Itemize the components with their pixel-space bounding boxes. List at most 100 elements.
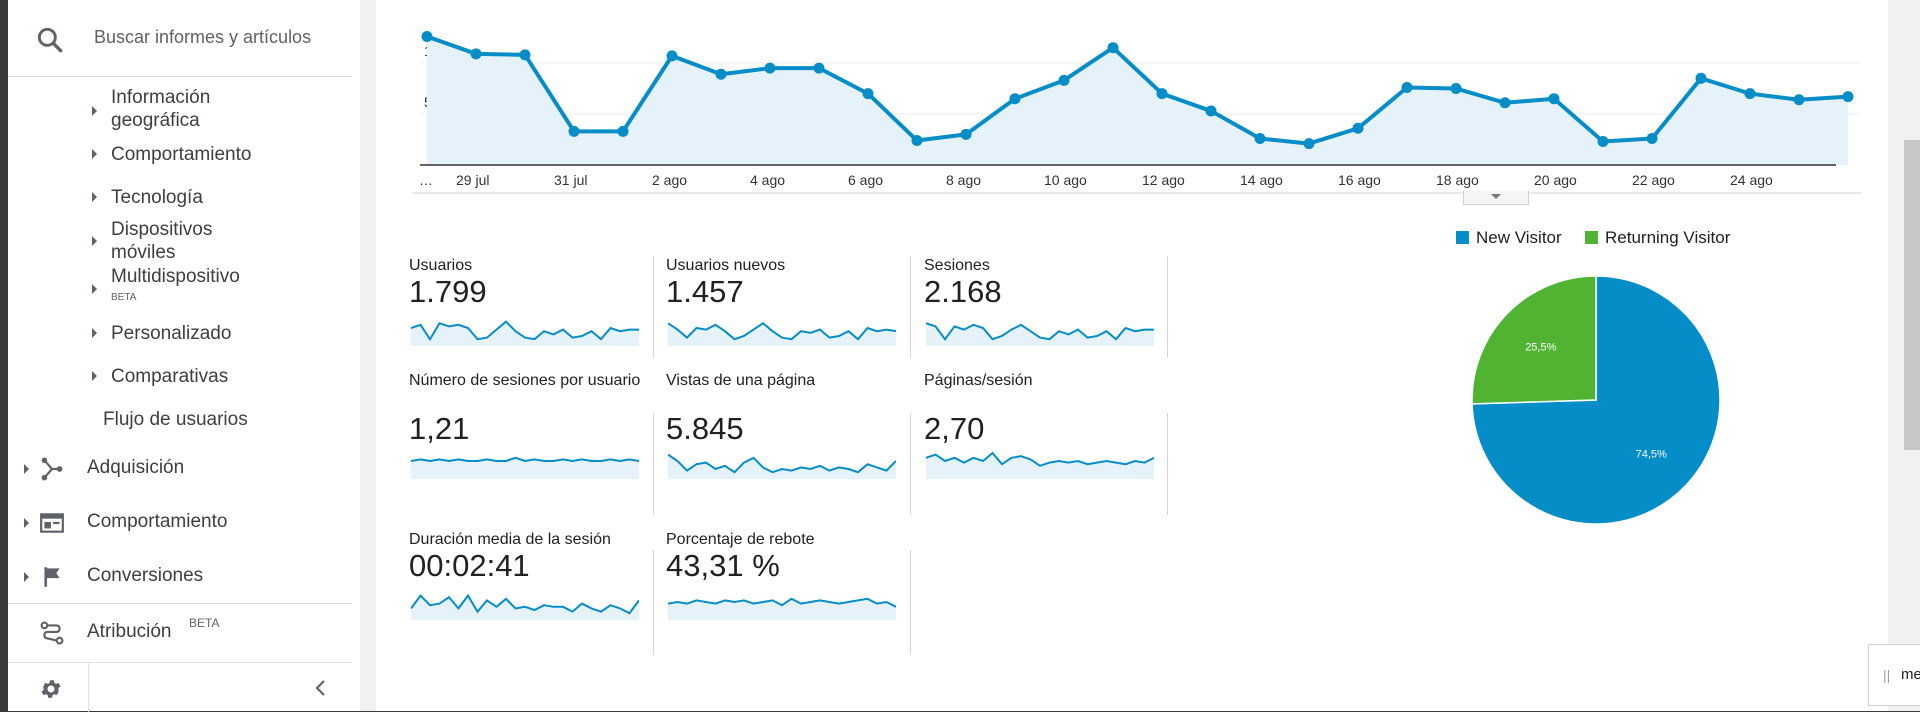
data-point[interactable]	[1842, 91, 1854, 103]
sparkline-area	[668, 323, 896, 346]
data-point[interactable]	[1254, 132, 1266, 144]
data-point[interactable]	[470, 48, 482, 60]
metric-label: Usuarios	[409, 257, 473, 274]
data-point[interactable]	[1156, 88, 1168, 100]
metric-label: Páginas/sesión	[924, 372, 1033, 389]
expand-arrow-icon	[24, 518, 29, 528]
data-point[interactable]	[1695, 72, 1707, 84]
chart-expand-toggle[interactable]	[1463, 191, 1529, 205]
metric-separator	[910, 550, 911, 655]
x-tick-label: 31 jul	[554, 172, 587, 188]
divider	[8, 603, 352, 604]
data-point[interactable]	[1058, 74, 1070, 86]
data-point[interactable]	[1107, 42, 1119, 54]
expand-arrow-icon	[24, 464, 29, 474]
expand-arrow-icon	[92, 192, 97, 202]
data-point[interactable]	[1499, 97, 1511, 109]
x-tick-label: 24 ago	[1730, 172, 1773, 188]
sidebar-item-label: Atribución	[87, 621, 172, 642]
data-point[interactable]	[1352, 122, 1364, 134]
metric-label: Duración media de la sesión	[409, 531, 611, 548]
data-point[interactable]	[764, 62, 776, 74]
drag-handle-icon[interactable]: ||	[1883, 667, 1891, 683]
data-point[interactable]	[1205, 105, 1217, 117]
sidebar-item-behavior[interactable]: Comportamiento	[8, 498, 352, 548]
floating-panel[interactable]: || me	[1868, 644, 1920, 706]
data-point[interactable]	[568, 125, 580, 137]
metric-sparkline	[668, 453, 896, 479]
metric-card[interactable]: Sesiones 2.168	[924, 256, 1181, 376]
data-point[interactable]	[862, 88, 874, 100]
x-tick-label: 18 ago	[1436, 172, 1479, 188]
metric-sparkline	[411, 593, 639, 620]
metric-card[interactable]: Páginas/sesión 2,70	[924, 371, 1181, 491]
expand-arrow-icon	[92, 371, 97, 381]
data-point[interactable]	[421, 30, 433, 42]
metric-separator	[653, 550, 654, 655]
metric-sparkline	[926, 322, 1154, 346]
sidebar-item-acquisition[interactable]: Adquisición	[8, 444, 352, 494]
metric-card[interactable]: Duración media de la sesión 00:02:41	[409, 530, 666, 650]
pie-slice[interactable]	[1471, 275, 1597, 405]
metric-card[interactable]: Usuarios 1.799	[409, 256, 666, 376]
gear-icon[interactable]	[39, 677, 63, 701]
scrollbar-thumb[interactable]	[1904, 140, 1920, 450]
sidebar-item-conversions[interactable]: Conversiones	[8, 552, 352, 602]
search-icon[interactable]	[34, 24, 66, 56]
x-tick-label: 14 ago	[1240, 172, 1283, 188]
data-point[interactable]	[519, 49, 531, 61]
data-point[interactable]	[1401, 81, 1413, 93]
sidebar-item-users-flow[interactable]: Flujo de usuarios	[103, 409, 248, 430]
data-point[interactable]	[1450, 83, 1462, 94]
sidebar-item-attribution[interactable]: Atribución BETA	[8, 608, 352, 658]
legend-label: Returning Visitor	[1605, 228, 1731, 247]
data-point[interactable]	[1646, 132, 1658, 144]
metric-card[interactable]: Número de sesiones por usuario 1,21	[409, 371, 666, 491]
expand-arrow-icon	[92, 106, 97, 116]
x-tick-label: 6 ago	[848, 172, 883, 188]
x-tick-label: 12 ago	[1142, 172, 1185, 188]
legend-new-visitor: New Visitor	[1456, 228, 1562, 248]
data-point[interactable]	[813, 62, 825, 74]
sidebar-item-label: Comportamiento	[111, 144, 252, 165]
metric-label: Sesiones	[924, 257, 990, 274]
expand-arrow-icon	[24, 572, 29, 582]
data-point[interactable]	[1009, 93, 1021, 105]
expand-arrow-icon	[92, 284, 97, 294]
chevron-left-icon[interactable]	[313, 679, 329, 697]
metric-card[interactable]: Vistas de una página 5.845	[666, 371, 923, 491]
data-point[interactable]	[960, 128, 972, 140]
scrollbar[interactable]	[1904, 0, 1920, 711]
data-point[interactable]	[1597, 136, 1609, 148]
x-tick-label: 16 ago	[1338, 172, 1381, 188]
search-input[interactable]: Buscar informes y artículos	[94, 27, 312, 47]
beta-badge: BETA	[111, 292, 137, 303]
legend-returning-visitor: Returning Visitor	[1585, 228, 1730, 248]
metric-card[interactable]: Porcentaje de rebote 43,31 %	[666, 530, 923, 650]
sparkline-line	[411, 456, 639, 463]
data-point[interactable]	[1744, 88, 1756, 100]
data-point[interactable]	[617, 125, 629, 137]
sidebar-item-label: Dispositivos	[111, 219, 213, 240]
analytics-window: Buscar informes y artículos Información …	[8, 0, 1920, 712]
sidebar-item-label: Comportamiento	[87, 511, 228, 532]
metric-label: Número de sesiones por usuario	[409, 372, 641, 389]
expand-arrow-icon	[92, 149, 97, 159]
metric-label: Porcentaje de rebote	[666, 531, 815, 548]
data-point[interactable]	[1548, 93, 1560, 105]
metric-sparkline	[668, 321, 896, 346]
data-point[interactable]	[1303, 138, 1315, 150]
metric-sparkline	[926, 451, 1154, 479]
data-point[interactable]	[666, 50, 678, 62]
data-point[interactable]	[1793, 94, 1805, 106]
legend-label: New Visitor	[1476, 228, 1562, 247]
search-bar[interactable]: Buscar informes y artículos	[8, 0, 352, 77]
data-point[interactable]	[911, 135, 923, 147]
legend-swatch	[1456, 231, 1469, 244]
x-tick-label: 8 ago	[946, 172, 981, 188]
metric-value: 00:02:41	[409, 548, 530, 583]
metric-label: Vistas de una página	[666, 372, 816, 389]
metric-card[interactable]: Usuarios nuevos 1.457	[666, 256, 923, 376]
data-point[interactable]	[715, 68, 727, 80]
